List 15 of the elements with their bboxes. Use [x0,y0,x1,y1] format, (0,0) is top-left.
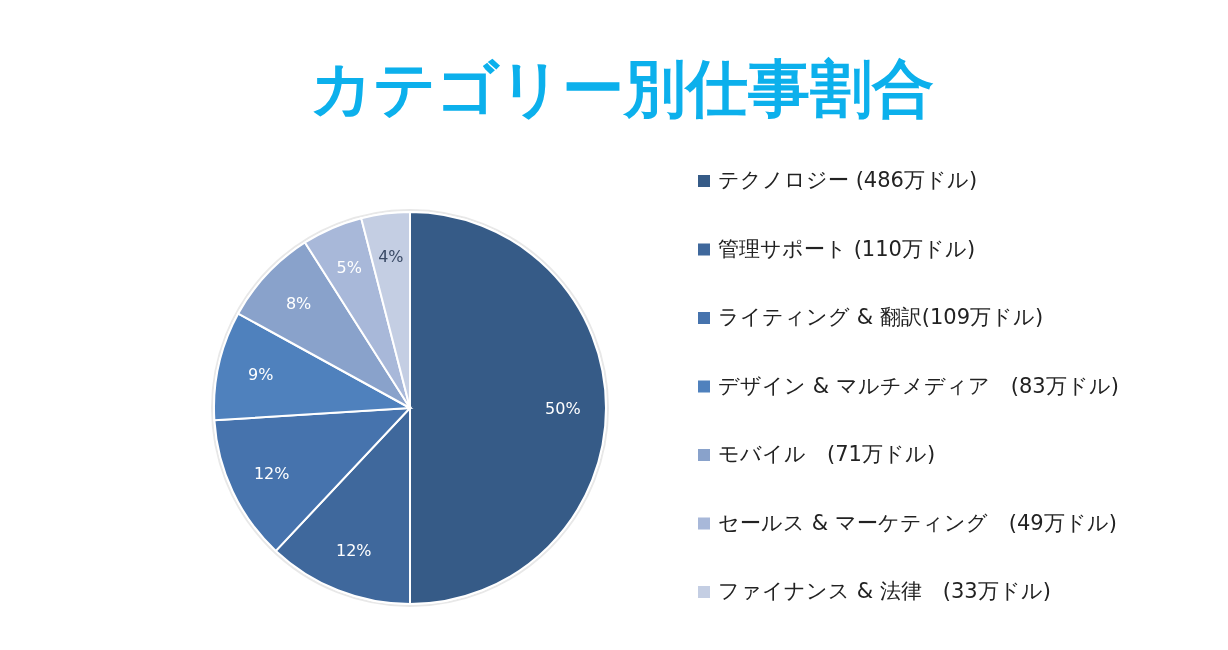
legend-label: ファイナンス & 法律 (33万ドル) [718,579,1051,604]
legend-label: セールス & マーケティング (49万ドル) [718,510,1117,535]
legend-label: 管理サポート (110万ドル) [718,236,976,261]
data-label: 9% [248,365,274,385]
legend-label: モバイル (71万ドル) [718,442,936,467]
legend-label: デザイン & マルチメディア (83万ドル) [718,373,1119,398]
data-label: 12% [253,463,290,483]
data-label: 5% [336,258,362,278]
legend-label: テクノロジー (486万ドル) [718,168,978,193]
data-label: 50% [545,398,581,418]
legend-label: ライティング & 翻訳(109万ドル) [718,305,1044,330]
data-label: 4% [378,246,404,266]
chart-title: カテゴリー別仕事割合 [310,52,934,125]
data-label: 12% [335,540,372,560]
data-label: 8% [285,293,312,313]
